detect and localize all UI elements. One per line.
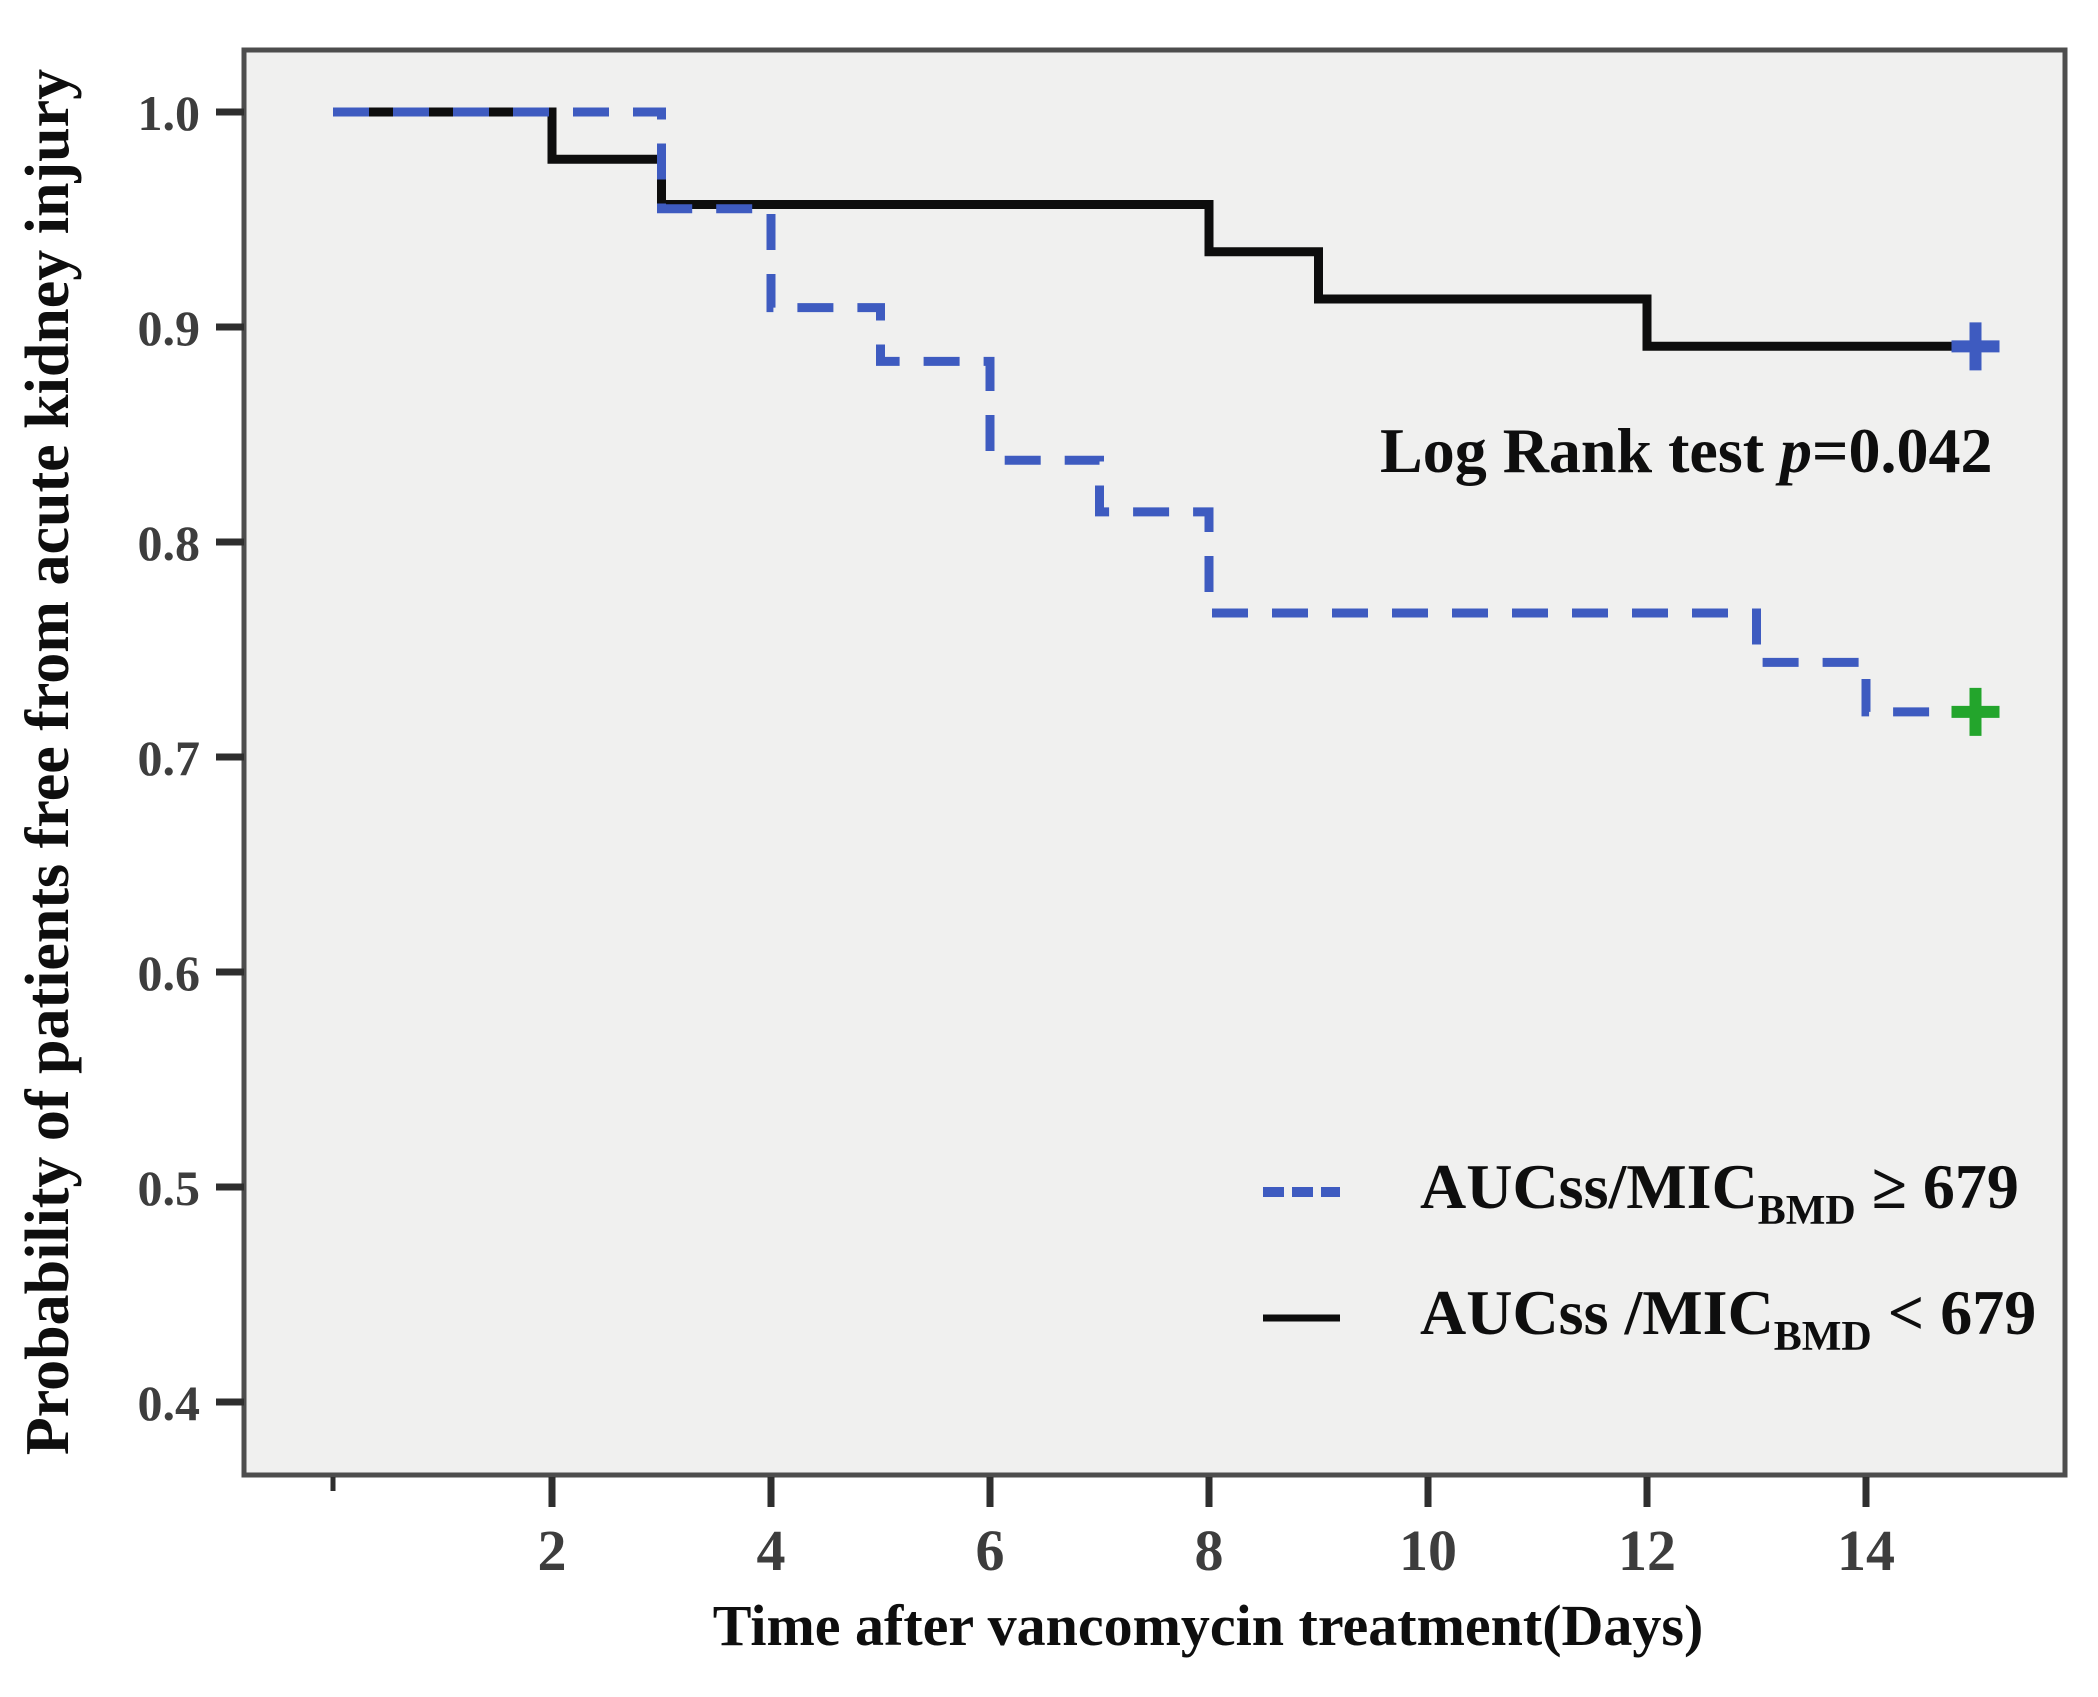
legend-label: AUCss /MICBMD < 679 (1420, 1277, 2036, 1360)
x-tick-label: 10 (1399, 1518, 1457, 1583)
x-tick-label: 2 (538, 1518, 567, 1583)
y-tick-label: 0.6 (138, 945, 201, 1001)
legend-label: AUCss/MICBMD ≥ 679 (1420, 1151, 2019, 1234)
y-tick-label: 0.5 (138, 1160, 201, 1216)
legend: AUCss/MICBMD ≥ 679 AUCss /MICBMD < 679 (1263, 1151, 2036, 1360)
censor-mark-lt679 (1951, 322, 2000, 371)
x-tick-label: 4 (757, 1518, 786, 1583)
y-tick-label: 1.0 (138, 85, 201, 141)
y-axis: 1.0 0.9 0.8 0.7 0.6 0.5 0.4 (138, 85, 244, 1431)
y-axis-title: Probability of patients free from acute … (14, 69, 82, 1455)
logrank-annotation: Log Rank test p=0.042 (1380, 415, 1993, 486)
x-tick-label: 12 (1618, 1518, 1676, 1583)
x-tick-label: 8 (1195, 1518, 1224, 1583)
y-tick-label: 0.7 (138, 730, 201, 786)
x-tick-label: 6 (976, 1518, 1005, 1583)
series-line-ge679 (333, 107, 1976, 717)
y-tick-label: 0.4 (138, 1375, 201, 1431)
series-line-lt679 (333, 107, 1976, 351)
censor-mark-ge679 (1951, 687, 2000, 736)
plot-area (241, 47, 2068, 1478)
x-tick-label: 14 (1837, 1518, 1895, 1583)
y-tick-label: 0.9 (138, 300, 201, 356)
x-axis-title: Time after vancomycin treatment(Days) (713, 1593, 1704, 1658)
y-tick-label: 0.8 (138, 515, 201, 571)
x-axis: 2 4 6 8 10 12 14 (330, 1477, 1895, 1583)
